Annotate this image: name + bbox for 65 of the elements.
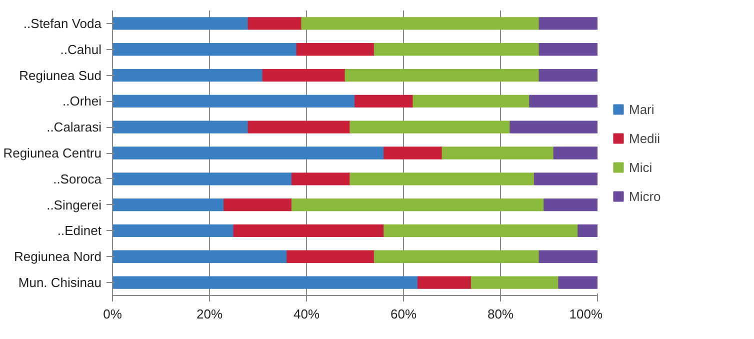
- bar: [412, 94, 530, 108]
- bar: [470, 276, 560, 289]
- bar: [374, 250, 540, 263]
- x-tick-label: 20%: [196, 306, 223, 322]
- bar: [112, 276, 419, 289]
- y-tick-label: Regiunea Nord: [14, 249, 102, 264]
- bar: [291, 172, 351, 186]
- legend-label: Mici: [629, 160, 652, 174]
- x-tick-label: 0%: [103, 306, 122, 322]
- legend-label: Medii: [629, 130, 660, 146]
- bar: [350, 172, 535, 186]
- bar: [418, 276, 472, 289]
- y-tick-label: ..Orhei: [62, 94, 102, 109]
- bar: [262, 68, 346, 82]
- y-tick-label: Regiunea Sud: [19, 68, 102, 83]
- bar: [538, 43, 598, 56]
- bar: [296, 43, 375, 56]
- bar: [534, 172, 598, 186]
- y-tick-label: Regiunea Centru: [3, 146, 102, 160]
- bar: [233, 224, 385, 238]
- y-tick-label: ..Soroca: [53, 171, 102, 186]
- x-tick-label: 100%: [569, 306, 603, 322]
- bar: [224, 198, 292, 212]
- bar: [291, 198, 545, 212]
- bar: [286, 250, 375, 263]
- y-tick-label: Mun. Chisinau: [18, 275, 102, 290]
- bar: [538, 250, 598, 263]
- bar: [112, 224, 234, 238]
- bar: [384, 224, 579, 238]
- bar: [344, 68, 540, 82]
- bar: [578, 224, 598, 238]
- bar: [112, 250, 288, 263]
- bar: [248, 120, 351, 134]
- y-tick-label: ..Calarasi: [46, 120, 102, 135]
- y-tick-label: ..Edinet: [57, 223, 102, 238]
- bar: [112, 17, 249, 30]
- y-tick-label: ..Stefan Voda: [23, 16, 102, 31]
- bar: [529, 94, 598, 108]
- bar: [112, 120, 249, 134]
- bar: [248, 17, 302, 30]
- bar: [354, 94, 414, 108]
- bar: [442, 146, 554, 160]
- bar: [112, 94, 356, 108]
- bar: [538, 17, 598, 30]
- bar: [112, 198, 225, 212]
- bar: [538, 68, 598, 82]
- bar: [112, 172, 292, 186]
- x-tick-label: 60%: [390, 306, 417, 322]
- bar: [553, 146, 598, 160]
- bar: [374, 43, 540, 56]
- y-tick-label: ..Cahul: [60, 42, 102, 57]
- bar: [112, 146, 385, 160]
- legend-label: Micro: [629, 188, 661, 204]
- bar: [544, 198, 598, 212]
- x-tick-label: 80%: [487, 306, 514, 322]
- bar: [510, 120, 598, 134]
- y-tick-label: ..Singerei: [46, 197, 102, 212]
- legend-label: Mari: [629, 102, 654, 116]
- bar: [384, 146, 443, 160]
- bar: [301, 17, 540, 30]
- bar: [112, 68, 264, 82]
- bar: [558, 276, 598, 289]
- bar: [112, 43, 298, 56]
- bar: [350, 120, 511, 134]
- x-tick-label: 40%: [293, 306, 320, 322]
